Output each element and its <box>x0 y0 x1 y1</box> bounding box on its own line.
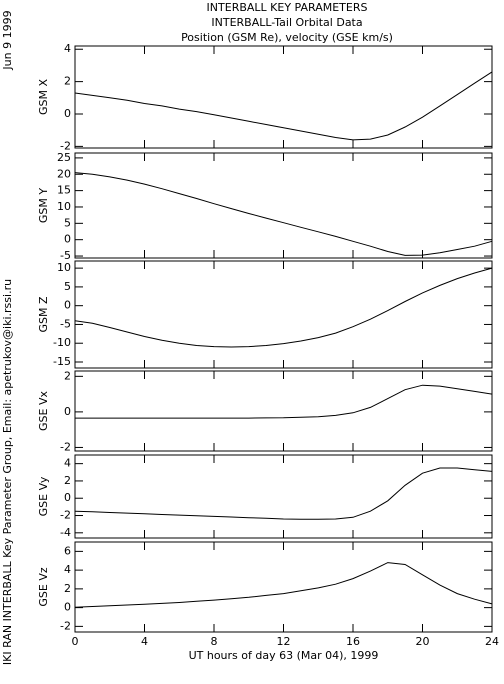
y-tick-label: 2 <box>64 369 71 382</box>
y-tick-label: 0 <box>64 405 71 418</box>
y-tick-label: 2 <box>64 75 71 88</box>
title-line: INTERBALL-Tail Orbital Data <box>211 16 362 29</box>
y-tick-label: 4 <box>64 563 71 576</box>
y-tick-label: -2 <box>60 440 71 453</box>
y-tick-label: -2 <box>60 139 71 152</box>
y-tick-label: 10 <box>57 200 71 213</box>
date: Jun 9 1999 <box>1 10 14 70</box>
y-tick-label: 0 <box>64 299 71 312</box>
data-line <box>75 384 493 419</box>
y-tick-label: -15 <box>53 355 71 368</box>
y-tick-label: -5 <box>60 249 71 262</box>
x-tick-label: 0 <box>72 635 79 648</box>
panel-frame <box>74 370 493 452</box>
y-axis-label: GSM Y <box>37 188 50 223</box>
y-tick-label: 15 <box>57 184 71 197</box>
y-tick-label: 5 <box>64 280 71 293</box>
y-tick-label: 25 <box>57 151 71 164</box>
x-axis-label: UT hours of day 63 (Mar 04), 1999 <box>189 649 379 662</box>
y-axis-label: GSM Z <box>37 296 50 332</box>
x-tick-label: 4 <box>141 635 148 648</box>
y-tick-label: 4 <box>64 42 71 55</box>
panel-frame <box>74 152 493 259</box>
y-tick-label: 0 <box>64 107 71 120</box>
y-tick-label: 5 <box>64 216 71 229</box>
y-tick-label: 6 <box>64 544 71 557</box>
data-line <box>74 267 493 348</box>
y-tick-label: 20 <box>57 167 71 180</box>
title-line: Position (GSM Re), velocity (GSE km/s) <box>181 31 393 44</box>
data-line <box>74 71 493 141</box>
y-tick-label: -5 <box>60 317 71 330</box>
data-line <box>74 467 493 520</box>
panel-frame <box>74 45 493 149</box>
y-tick-label: 4 <box>64 457 71 470</box>
y-tick-label: -2 <box>60 619 71 632</box>
data-line <box>74 562 493 608</box>
y-tick-label: -2 <box>60 509 71 522</box>
credit: IKI RAN INTERBALL Key Parameter Group, E… <box>1 279 14 665</box>
y-tick-label: 2 <box>64 474 71 487</box>
y-tick-label: 0 <box>64 233 71 246</box>
y-tick-label: -4 <box>60 526 71 539</box>
title-line: INTERBALL KEY PARAMETERS <box>207 1 368 14</box>
panel-frame <box>74 260 493 369</box>
panel-frame <box>74 454 493 539</box>
y-axis-label: GSM X <box>37 79 50 115</box>
y-tick-label: 0 <box>64 601 71 614</box>
x-tick-label: 12 <box>277 635 291 648</box>
y-axis-label: GSE Vy <box>37 476 50 516</box>
x-tick-label: 24 <box>485 635 499 648</box>
y-axis-label: GSE Vx <box>37 391 50 431</box>
x-tick-label: 20 <box>416 635 430 648</box>
data-line <box>74 172 493 256</box>
y-tick-label: 0 <box>64 491 71 504</box>
x-tick-label: 8 <box>211 635 218 648</box>
x-tick-label: 16 <box>346 635 360 648</box>
y-axis-label: GSE Vz <box>37 567 50 606</box>
y-tick-label: 2 <box>64 582 71 595</box>
panel-frame <box>74 541 493 633</box>
y-tick-label: -10 <box>53 336 71 349</box>
y-tick-label: 10 <box>57 261 71 274</box>
